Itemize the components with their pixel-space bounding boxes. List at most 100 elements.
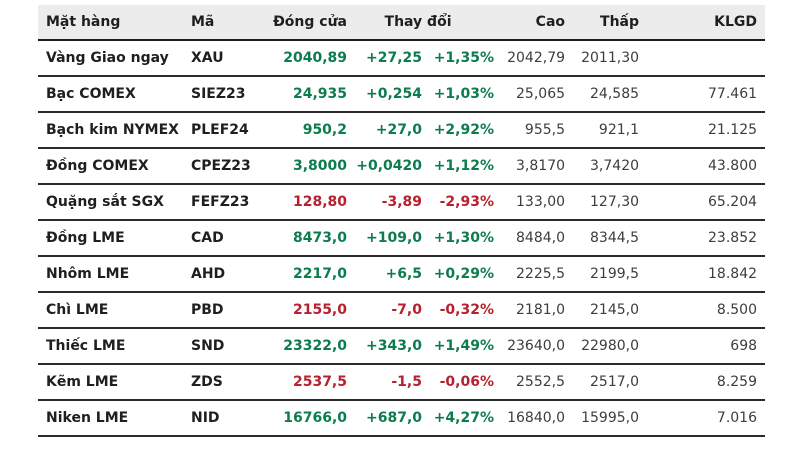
- change-percent: +1,49%: [426, 328, 499, 365]
- commodity-name: Bạc COMEX: [38, 76, 183, 113]
- commodity-price-table: Mặt hàng Mã Đóng cửa Thay đổi Cao Thấp K…: [38, 5, 766, 437]
- table-row: Niken LME NID 16766,0 +687,0 +4,27% 1684…: [38, 400, 766, 437]
- table-row: Thiếc LME SND 23322,0 +343,0 +1,49% 2364…: [38, 328, 766, 365]
- commodity-code: PLEF24: [183, 112, 271, 149]
- header-commodity: Mặt hàng: [38, 5, 183, 41]
- high-price: 2181,0: [498, 292, 570, 329]
- header-volume: KLGD: [643, 5, 766, 41]
- change-value: +343,0: [351, 328, 426, 365]
- header-change: Thay đổi: [351, 5, 499, 41]
- volume: 18.842: [643, 256, 766, 293]
- close-price: 2040,89: [271, 40, 351, 77]
- low-price: 15995,0: [569, 400, 644, 437]
- close-price: 950,2: [271, 112, 351, 149]
- commodity-name: Kẽm LME: [38, 364, 183, 401]
- commodity-code: PBD: [183, 292, 271, 329]
- commodity-name: Đồng COMEX: [38, 148, 183, 185]
- high-price: 2225,5: [498, 256, 570, 293]
- commodity-code: CPEZ23: [183, 148, 271, 185]
- change-value: -1,5: [351, 364, 426, 401]
- volume: 8.500: [643, 292, 766, 329]
- commodity-code: CAD: [183, 220, 271, 257]
- low-price: 2145,0: [569, 292, 644, 329]
- table-row: Đồng COMEX CPEZ23 3,8000 +0,0420 +1,12% …: [38, 148, 766, 185]
- change-percent: -2,93%: [426, 184, 499, 221]
- volume: 43.800: [643, 148, 766, 185]
- low-price: 2199,5: [569, 256, 644, 293]
- close-price: 2155,0: [271, 292, 351, 329]
- commodity-code: NID: [183, 400, 271, 437]
- table-row: Đồng LME CAD 8473,0 +109,0 +1,30% 8484,0…: [38, 220, 766, 257]
- commodity-name: Đồng LME: [38, 220, 183, 257]
- change-percent: +1,35%: [426, 40, 499, 77]
- high-price: 16840,0: [498, 400, 570, 437]
- change-percent: +1,12%: [426, 148, 499, 185]
- change-value: +0,0420: [351, 148, 426, 185]
- volume: 77.461: [643, 76, 766, 113]
- change-value: +687,0: [351, 400, 426, 437]
- table-row: Quặng sắt SGX FEFZ23 128,80 -3,89 -2,93%…: [38, 184, 766, 221]
- header-high: Cao: [498, 5, 570, 41]
- header-low: Thấp: [569, 5, 644, 41]
- commodity-name: Vàng Giao ngay: [38, 40, 183, 77]
- high-price: 23640,0: [498, 328, 570, 365]
- high-price: 2042,79: [498, 40, 570, 77]
- commodity-code: SIEZ23: [183, 76, 271, 113]
- low-price: 24,585: [569, 76, 644, 113]
- commodity-name: Nhôm LME: [38, 256, 183, 293]
- close-price: 128,80: [271, 184, 351, 221]
- change-percent: +0,29%: [426, 256, 499, 293]
- low-price: 8344,5: [569, 220, 644, 257]
- close-price: 16766,0: [271, 400, 351, 437]
- commodity-code: AHD: [183, 256, 271, 293]
- low-price: 22980,0: [569, 328, 644, 365]
- change-value: +6,5: [351, 256, 426, 293]
- volume: 65.204: [643, 184, 766, 221]
- change-percent: -0,06%: [426, 364, 499, 401]
- low-price: 921,1: [569, 112, 644, 149]
- volume: 23.852: [643, 220, 766, 257]
- table-row: Nhôm LME AHD 2217,0 +6,5 +0,29% 2225,5 2…: [38, 256, 766, 293]
- commodity-code: SND: [183, 328, 271, 365]
- change-value: -3,89: [351, 184, 426, 221]
- table-row: Bạc COMEX SIEZ23 24,935 +0,254 +1,03% 25…: [38, 76, 766, 113]
- high-price: 25,065: [498, 76, 570, 113]
- change-percent: +2,92%: [426, 112, 499, 149]
- change-value: +27,25: [351, 40, 426, 77]
- change-value: +0,254: [351, 76, 426, 113]
- commodity-name: Quặng sắt SGX: [38, 184, 183, 221]
- close-price: 8473,0: [271, 220, 351, 257]
- change-value: +109,0: [351, 220, 426, 257]
- header-close: Đóng cửa: [271, 5, 351, 41]
- high-price: 133,00: [498, 184, 570, 221]
- close-price: 24,935: [271, 76, 351, 113]
- table-row: Kẽm LME ZDS 2537,5 -1,5 -0,06% 2552,5 25…: [38, 364, 766, 401]
- close-price: 2537,5: [271, 364, 351, 401]
- table-header-row: Mặt hàng Mã Đóng cửa Thay đổi Cao Thấp K…: [38, 5, 766, 41]
- volume: 21.125: [643, 112, 766, 149]
- close-price: 23322,0: [271, 328, 351, 365]
- change-value: +27,0: [351, 112, 426, 149]
- table-row: Chì LME PBD 2155,0 -7,0 -0,32% 2181,0 21…: [38, 292, 766, 329]
- high-price: 2552,5: [498, 364, 570, 401]
- change-percent: +1,03%: [426, 76, 499, 113]
- volume: [643, 40, 766, 77]
- commodity-name: Niken LME: [38, 400, 183, 437]
- commodity-name: Bạch kim NYMEX: [38, 112, 183, 149]
- low-price: 127,30: [569, 184, 644, 221]
- low-price: 2517,0: [569, 364, 644, 401]
- commodity-name: Chì LME: [38, 292, 183, 329]
- table-row: Bạch kim NYMEX PLEF24 950,2 +27,0 +2,92%…: [38, 112, 766, 149]
- commodity-code: ZDS: [183, 364, 271, 401]
- table-row: Vàng Giao ngay XAU 2040,89 +27,25 +1,35%…: [38, 40, 766, 77]
- change-percent: +1,30%: [426, 220, 499, 257]
- price-table: Mặt hàng Mã Đóng cửa Thay đổi Cao Thấp K…: [38, 5, 766, 437]
- volume: 7.016: [643, 400, 766, 437]
- change-percent: +4,27%: [426, 400, 499, 437]
- low-price: 3,7420: [569, 148, 644, 185]
- commodity-name: Thiếc LME: [38, 328, 183, 365]
- change-value: -7,0: [351, 292, 426, 329]
- close-price: 2217,0: [271, 256, 351, 293]
- commodity-code: XAU: [183, 40, 271, 77]
- high-price: 8484,0: [498, 220, 570, 257]
